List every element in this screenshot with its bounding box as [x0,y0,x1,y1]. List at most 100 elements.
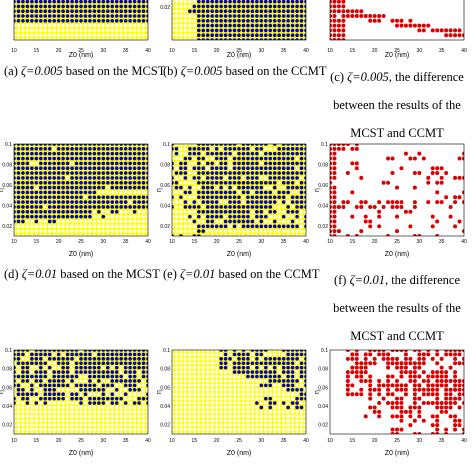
data-point [123,414,128,419]
data-point [47,350,52,352]
data-point [228,171,232,175]
data-point [183,171,188,175]
data-point [141,19,146,23]
data-point [354,356,359,361]
data-point [354,14,359,18]
data-point [268,214,273,219]
data-point [277,28,281,33]
plot-area-i [330,350,464,434]
data-point [237,401,241,405]
data-point [92,151,97,156]
data-point [47,144,52,146]
data-point [137,190,141,195]
data-point [430,166,435,171]
data-point [462,427,464,432]
data-point [214,185,219,190]
data-point [232,350,237,352]
data-point [65,209,70,214]
data-point [146,423,148,427]
data-point [223,229,228,233]
data-point [83,28,88,33]
data-point [264,209,268,214]
data-point [14,33,16,37]
data-point [34,361,39,366]
data-point [228,19,232,23]
caption-b-math: ζ=0.005 [180,64,223,78]
data-point [205,352,210,357]
data-point [183,144,188,146]
data-point [201,38,206,40]
data-point [97,396,101,401]
data-point [52,9,56,13]
data-point [74,361,79,366]
data-point [250,205,255,209]
data-point [264,147,268,151]
data-point [228,9,232,13]
data-point [70,151,74,156]
data-point [65,151,70,156]
data-point [259,383,264,388]
data-point [295,214,299,219]
data-point [65,361,70,366]
data-point [286,28,290,33]
data-point [16,19,21,23]
data-point [183,365,188,370]
data-point [146,361,148,366]
data-point [259,190,264,195]
data-point [97,379,101,383]
data-point [430,356,435,361]
data-point [290,214,295,219]
data-point [30,370,34,374]
data-point [435,423,440,428]
data-point [88,4,92,9]
data-point [97,33,101,37]
data-point [88,370,92,374]
data-point [132,383,137,388]
data-point [132,418,137,423]
data-point [426,180,431,185]
data-point [219,392,223,397]
data-point [65,365,70,370]
data-point [88,414,92,419]
data-point [223,9,228,13]
data-point [174,370,179,374]
data-point [417,432,422,434]
data-point [14,23,16,28]
data-point [179,410,183,414]
data-point [30,0,34,4]
data-point [210,427,214,432]
data-point [65,410,70,414]
data-point [435,180,440,185]
y-tick-label: 0.04 [2,203,12,209]
data-point [43,161,48,166]
data-point [210,365,214,370]
data-point [101,401,106,405]
data-point [205,224,210,229]
data-point [197,234,201,236]
data-point [408,356,413,361]
data-point [179,200,183,204]
data-point [183,352,188,357]
data-point [223,234,228,236]
data-point [368,18,373,23]
data-point [246,200,250,204]
data-point [299,418,304,423]
data-point [246,423,250,427]
data-point [128,350,132,352]
data-point [403,361,408,366]
data-point [52,387,56,392]
data-point [264,151,268,156]
data-point [97,209,101,214]
data-point [30,176,34,180]
data-point [141,205,146,209]
data-point [30,171,34,175]
data-point [330,180,332,185]
data-point [30,23,34,28]
y-axis-label: η [0,188,5,192]
data-point [137,219,141,224]
data-point [137,374,141,379]
data-point [30,234,34,236]
data-point [232,383,237,388]
data-point [205,200,210,204]
data-point [462,229,464,234]
